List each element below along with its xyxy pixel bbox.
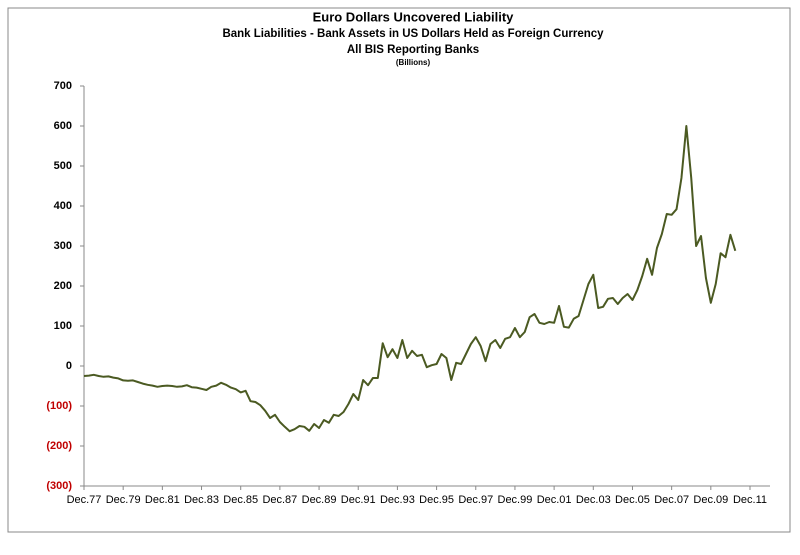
y-tick-label: 700 — [54, 80, 72, 92]
x-tick-label: Dec.91 — [341, 494, 376, 506]
chart-title: Euro Dollars Uncovered Liability — [313, 9, 515, 24]
y-tick-label: 600 — [54, 120, 72, 132]
x-tick-label: Dec.95 — [419, 494, 454, 506]
x-tick-label: Dec.83 — [184, 494, 219, 506]
y-tick-label: (200) — [46, 440, 72, 452]
y-tick-label: (300) — [46, 480, 72, 492]
y-tick-label: 200 — [54, 280, 72, 292]
x-tick-label: Dec.01 — [537, 494, 572, 506]
x-tick-label: Dec.05 — [615, 494, 650, 506]
y-tick-label: 500 — [54, 160, 72, 172]
x-tick-label: Dec.85 — [223, 494, 258, 506]
x-tick-label: Dec.77 — [67, 494, 102, 506]
unit-label: (Billions) — [396, 58, 431, 67]
x-tick-label: Dec.93 — [380, 494, 415, 506]
y-tick-label: 100 — [54, 320, 72, 332]
x-tick-label: Dec.87 — [262, 494, 297, 506]
y-tick-label: 300 — [54, 240, 72, 252]
x-tick-label: Dec.89 — [302, 494, 337, 506]
x-tick-label: Dec.99 — [498, 494, 533, 506]
chart-subtitle: All BIS Reporting Banks — [347, 44, 479, 56]
x-tick-label: Dec.79 — [106, 494, 141, 506]
chart-border — [7, 7, 791, 533]
x-tick-label: Dec.81 — [145, 494, 180, 506]
x-tick-label: Dec.07 — [654, 494, 689, 506]
y-tick-label: 0 — [66, 360, 72, 372]
x-tick-label: Dec.11 — [733, 494, 767, 506]
y-tick-label: (100) — [46, 400, 72, 412]
data-line — [83, 125, 737, 433]
x-tick-label: Dec.97 — [458, 494, 493, 506]
chart-subtitle: Bank Liabilities - Bank Assets in US Dol… — [222, 28, 604, 40]
x-tick-label: Dec.03 — [576, 494, 611, 506]
x-tick-label: Dec.09 — [693, 494, 728, 506]
y-tick-label: 400 — [54, 200, 72, 212]
